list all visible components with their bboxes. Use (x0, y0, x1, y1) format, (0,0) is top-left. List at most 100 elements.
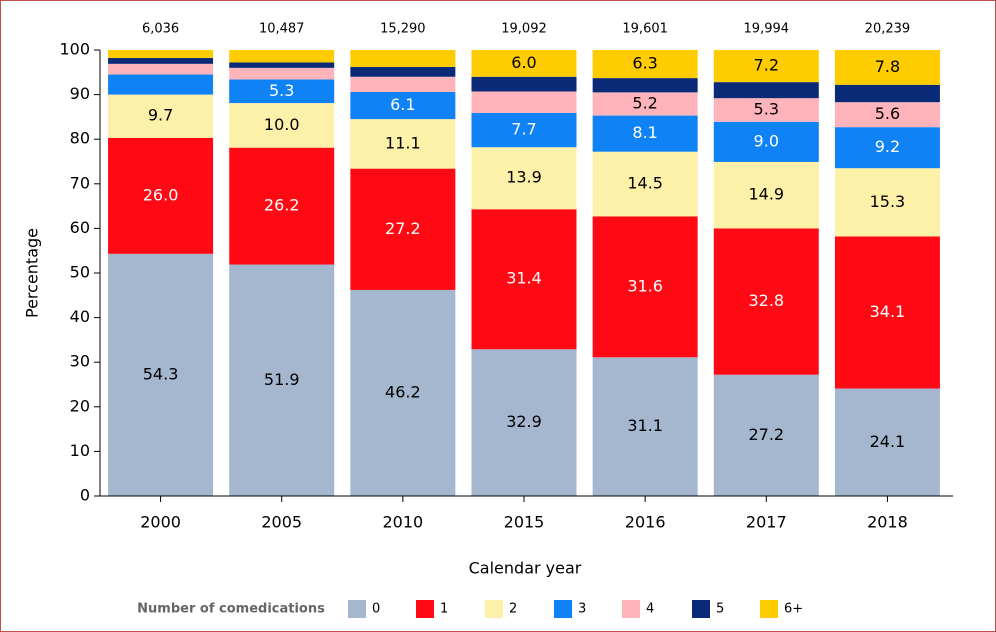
y-tick-label: 30 (70, 352, 90, 371)
bar-segment (108, 50, 214, 59)
data-label: 15.3 (870, 192, 906, 211)
bar-segment (350, 76, 456, 92)
data-label: 31.4 (506, 269, 542, 288)
bar-segment (592, 216, 698, 358)
y-tick-label: 40 (70, 307, 90, 326)
x-axis-title: Calendar year (469, 559, 582, 578)
bar-annotation: 19,092 (501, 22, 547, 37)
bar-segment (108, 94, 214, 138)
data-label: 27.2 (385, 219, 421, 238)
bar-segment (834, 50, 940, 85)
legend-label: 6+ (784, 602, 803, 617)
data-label: 9.2 (875, 137, 900, 156)
data-label: 6.3 (632, 54, 657, 73)
bar-segment (108, 137, 214, 254)
data-label: 7.8 (875, 57, 900, 76)
bar-segment (471, 50, 577, 77)
x-tick-label: 2005 (261, 513, 302, 532)
legend-label: 3 (578, 602, 586, 617)
bar-segment (350, 66, 456, 77)
bar-segment (350, 91, 456, 120)
bar-segment (471, 112, 577, 148)
y-tick-label: 90 (70, 84, 90, 103)
bar-segment (713, 161, 819, 229)
bar-segment (713, 374, 819, 496)
bar-segment (350, 50, 456, 67)
x-tick-label: 2010 (382, 513, 423, 532)
bar-segment (471, 349, 577, 496)
bar-segment (713, 98, 819, 122)
data-label: 10.0 (264, 115, 300, 134)
legend-swatch (692, 600, 710, 618)
legend-swatch (760, 600, 778, 618)
bar-segment (108, 63, 214, 75)
data-label: 7.7 (511, 120, 536, 139)
data-label: 34.1 (870, 302, 906, 321)
x-tick-label: 2017 (746, 513, 787, 532)
bar-segment (471, 91, 577, 113)
data-label: 32.8 (748, 291, 784, 310)
x-tick-label: 2016 (625, 513, 666, 532)
legend-swatch (348, 600, 366, 618)
bar-segment (229, 67, 335, 80)
legend-swatch (416, 600, 434, 618)
data-label: 9.7 (148, 106, 173, 125)
data-label: 6.1 (390, 95, 415, 114)
bar-segment (350, 168, 456, 290)
data-label: 51.9 (264, 370, 300, 389)
legend-label: 2 (509, 602, 517, 617)
bar-segment (592, 357, 698, 496)
data-label: 26.2 (264, 196, 300, 215)
legend-label: 1 (440, 602, 448, 617)
x-tick-label: 2000 (140, 513, 181, 532)
bar-annotation: 19,601 (622, 22, 668, 37)
bar-segment (471, 147, 577, 210)
bar-segment (592, 151, 698, 217)
bar-segment (592, 115, 698, 152)
legend-label: 5 (716, 602, 724, 617)
data-label: 54.3 (143, 364, 179, 383)
bar-segment (350, 289, 456, 496)
bar-segment (108, 58, 214, 64)
bar-segment (592, 78, 698, 93)
bar-annotation: 20,239 (865, 22, 911, 37)
bar-annotation: 19,994 (744, 22, 790, 37)
bar-segment (834, 236, 940, 389)
data-label: 32.9 (506, 412, 542, 431)
bar-annotation: 15,290 (380, 22, 426, 37)
bar-segment (229, 62, 335, 68)
x-tick-label: 2015 (504, 513, 545, 532)
data-label: 8.1 (632, 123, 657, 142)
legend-swatch (554, 600, 572, 618)
data-label: 5.6 (875, 104, 900, 123)
data-label: 31.6 (627, 276, 663, 295)
y-tick-label: 10 (70, 441, 90, 460)
legend-swatch (485, 600, 503, 618)
data-label: 9.0 (754, 131, 779, 150)
x-tick-label: 2018 (867, 513, 908, 532)
bar-segment (229, 50, 335, 63)
bar-segment (592, 92, 698, 116)
bar-segment (108, 253, 214, 496)
y-tick-label: 0 (80, 486, 90, 505)
legend-label: 0 (372, 602, 380, 617)
bar-segment (713, 121, 819, 162)
legend-title: Number of comedications (137, 602, 325, 617)
data-label: 26.0 (143, 185, 179, 204)
bar-segment (471, 209, 577, 350)
bar-segment (229, 103, 335, 148)
bar-segment (834, 127, 940, 169)
data-label: 14.9 (748, 185, 784, 204)
legend-label: 4 (646, 602, 654, 617)
bar-segment (592, 50, 698, 79)
bar-segment (229, 264, 335, 496)
bar-segment (350, 119, 456, 169)
y-tick-label: 100 (59, 40, 90, 59)
bar-segment (229, 79, 335, 104)
bar-segment (834, 102, 940, 128)
data-label: 7.2 (754, 56, 779, 75)
y-tick-label: 50 (70, 263, 90, 282)
bar-segment (471, 76, 577, 92)
y-axis-title: Percentage (23, 228, 42, 318)
data-label: 13.9 (506, 168, 542, 187)
